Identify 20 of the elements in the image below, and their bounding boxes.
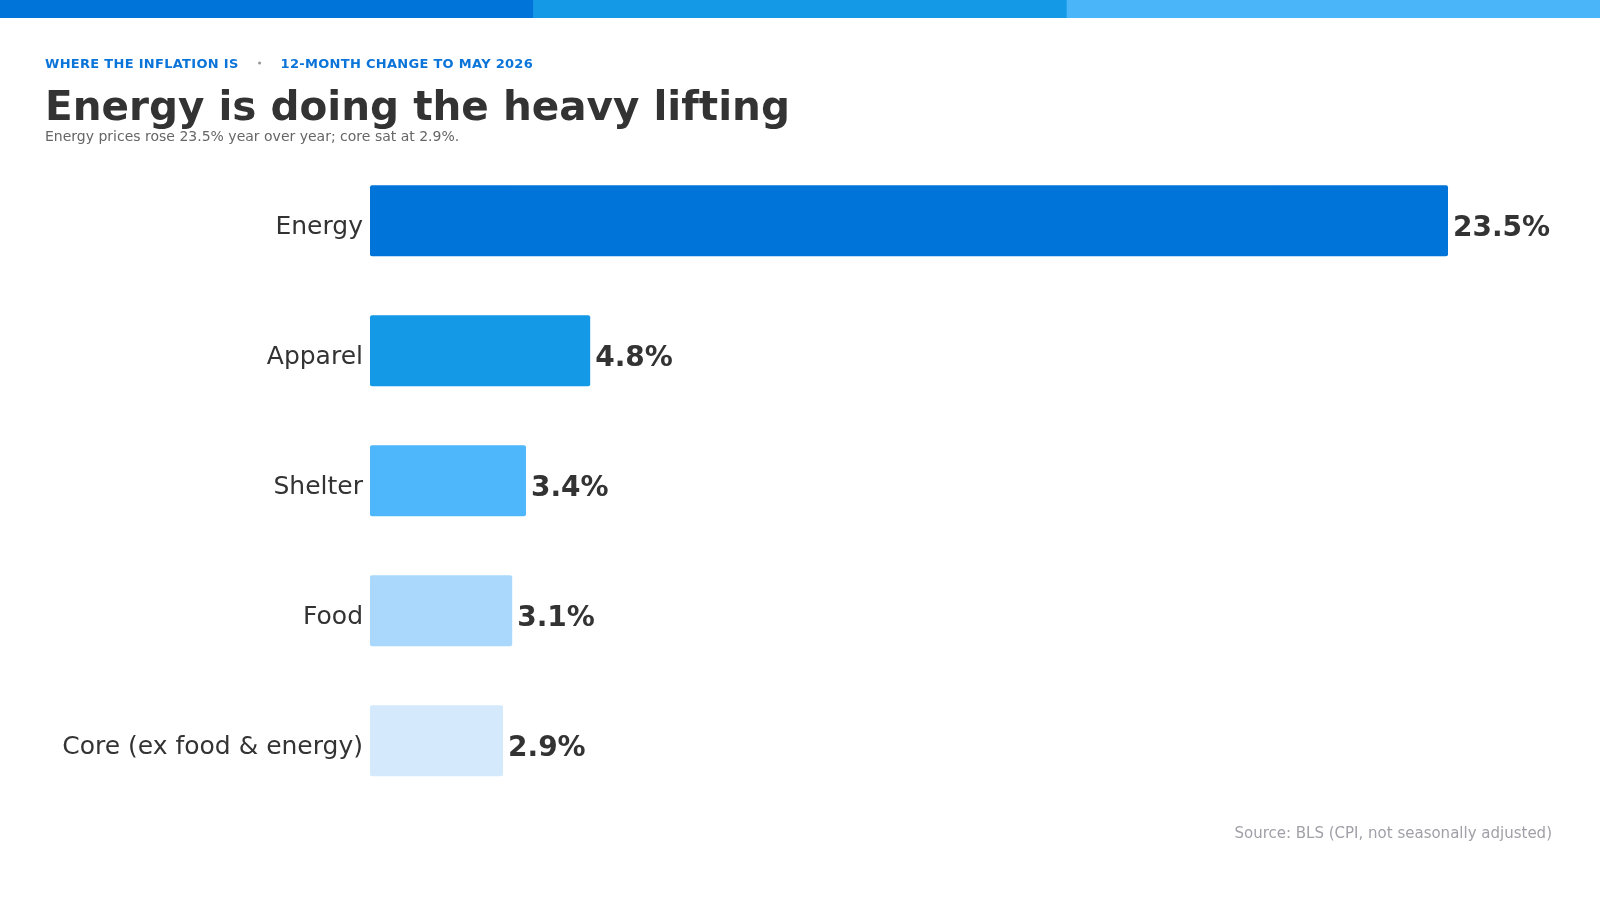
y-tick-label: Shelter <box>273 470 364 500</box>
bar <box>370 315 591 387</box>
source-note: Source: BLS (CPI, not seasonally adjusted) <box>1234 824 1552 842</box>
y-tick-label: Food <box>303 600 363 630</box>
chart-title: Energy is doing the heavy lifting <box>45 82 790 130</box>
y-tick-label: Apparel <box>266 340 363 370</box>
data-label: 3.1% <box>517 599 595 633</box>
text: WHERE THE INFLATION IS <box>45 56 239 71</box>
data-label: 2.9% <box>508 729 586 763</box>
text: Energy prices rose 23.5% year over year; core sat at 2.9%. <box>45 128 460 144</box>
text: 12-MONTH CHANGE TO MAY 2026 <box>280 56 534 71</box>
data-label: 3.4% <box>530 469 609 503</box>
y-tick-label: Energy <box>275 210 364 240</box>
bar <box>370 575 513 647</box>
data-label: 4.8% <box>595 339 673 373</box>
bar <box>370 445 526 517</box>
y-tick-label: Core (ex food & energy) <box>62 730 363 760</box>
data-label: 23.5% <box>1453 209 1551 243</box>
bar <box>370 185 1448 257</box>
bar <box>370 705 504 777</box>
